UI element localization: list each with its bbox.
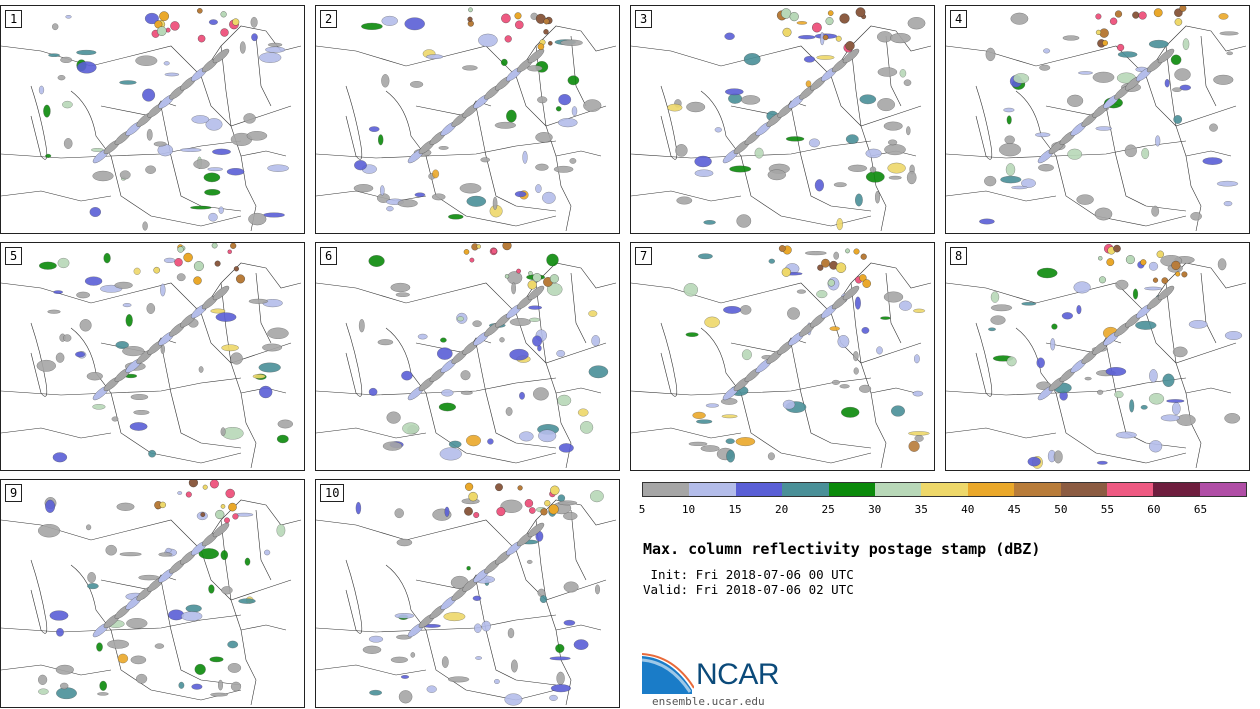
panel-member-label: 6 <box>320 247 338 265</box>
colorbar-tick-label: 20 <box>774 503 789 516</box>
colorbar-swatch <box>1060 483 1107 496</box>
colorbar-tick-label: 60 <box>1147 503 1161 516</box>
stamp-panel: 8 <box>945 242 1250 471</box>
reflectivity-map <box>316 243 617 469</box>
colorbar-swatch <box>921 483 968 496</box>
panel-member-label: 8 <box>950 247 968 265</box>
colorbar-tick-labels: 5 10 15 20 25 30 35 40 45 50 55 60 65 <box>638 503 1247 517</box>
panel-member-label: 7 <box>635 247 653 265</box>
colorbar-swatch <box>1106 483 1154 496</box>
figure-title: Max. column reflectivity postage stamp (… <box>643 540 1041 558</box>
colorbar-swatch <box>1014 483 1061 496</box>
reflectivity-map <box>631 7 932 232</box>
reflectivity-map <box>1 243 302 469</box>
reflectivity-map <box>1 8 302 232</box>
colorbar-swatch <box>828 483 875 496</box>
stamp-panel: 6 <box>315 242 620 471</box>
stamp-panel: 1 <box>0 5 305 234</box>
reflectivity-map <box>631 245 932 469</box>
reflectivity-map <box>1 480 302 706</box>
reflectivity-map <box>946 243 1247 469</box>
reflectivity-colorbar <box>642 482 1247 497</box>
stamp-panel: 7 <box>630 242 935 471</box>
panel-member-label: 5 <box>5 247 23 265</box>
colorbar-tick-label: 25 <box>821 503 835 516</box>
reflectivity-map <box>946 6 1247 232</box>
colorbar-swatch <box>643 483 690 496</box>
stamp-panel: 10 <box>315 479 620 708</box>
colorbar-swatch <box>735 483 783 496</box>
panel-member-label: 1 <box>5 10 23 28</box>
stamp-panel: 4 <box>945 5 1250 234</box>
panel-member-label: 4 <box>950 10 968 28</box>
colorbar-tick-label: 15 <box>728 503 742 516</box>
panel-member-label: 10 <box>320 484 345 502</box>
colorbar-swatch <box>874 483 922 496</box>
panel-member-label: 9 <box>5 484 23 502</box>
colorbar-tick-label: 55 <box>1100 503 1114 516</box>
panel-member-label: 3 <box>635 10 653 28</box>
colorbar-tick-label: 30 <box>868 503 882 516</box>
colorbar-tick-label: 50 <box>1054 503 1068 516</box>
init-time: Init: Fri 2018-07-06 00 UTC <box>643 567 854 582</box>
ncar-logo-text: NCAR <box>696 658 780 691</box>
colorbar-tick-label: 40 <box>961 503 975 516</box>
colorbar-swatch <box>689 483 736 496</box>
colorbar-tick-label: 65 <box>1193 503 1208 516</box>
stamp-panel: 5 <box>0 242 305 471</box>
panel-member-label: 2 <box>320 10 338 28</box>
colorbar-swatch <box>1153 483 1200 496</box>
colorbar-tick-label: 10 <box>681 503 696 516</box>
colorbar-tick-label: 45 <box>1007 503 1021 516</box>
colorbar-tick-label: 35 <box>914 503 928 516</box>
reflectivity-map <box>316 482 617 706</box>
colorbar-swatch <box>967 483 1015 496</box>
stamp-panel: 3 <box>630 5 935 234</box>
site-url: ensemble.ucar.edu <box>652 695 765 708</box>
reflectivity-map <box>316 7 617 232</box>
colorbar-swatch <box>782 483 829 496</box>
ncar-logo: NCAR <box>641 652 802 694</box>
ncar-swoosh-icon <box>641 653 695 694</box>
stamp-panel: 2 <box>315 5 620 234</box>
valid-time: Valid: Fri 2018-07-06 02 UTC <box>643 582 854 597</box>
colorbar-tick-label: 5 <box>638 503 646 516</box>
stamp-panel: 9 <box>0 479 305 708</box>
colorbar-swatch <box>1199 483 1247 496</box>
